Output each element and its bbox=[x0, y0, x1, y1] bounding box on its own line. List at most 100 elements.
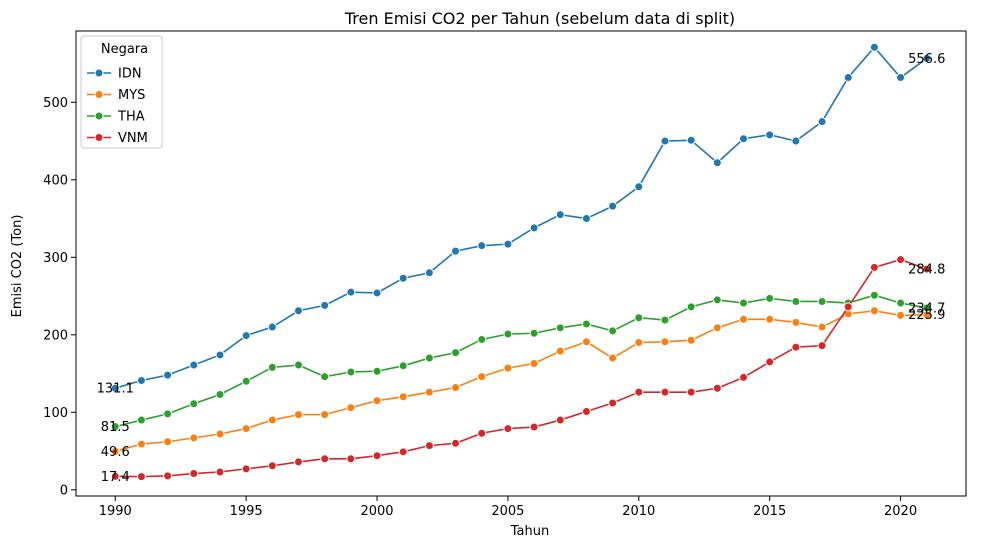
data-label: 556.6 bbox=[908, 52, 945, 67]
data-point-vnm bbox=[372, 451, 382, 461]
data-point-tha bbox=[896, 298, 906, 308]
data-label: 284.8 bbox=[908, 263, 945, 278]
data-point-tha bbox=[189, 399, 199, 409]
data-point-idn bbox=[372, 288, 382, 298]
data-point-vnm bbox=[503, 424, 513, 434]
data-point-vnm bbox=[660, 387, 670, 397]
data-point-mys bbox=[765, 314, 775, 324]
data-point-mys bbox=[294, 410, 303, 420]
data-point-tha bbox=[136, 415, 146, 425]
data-point-idn bbox=[241, 331, 251, 341]
data-point-mys bbox=[267, 415, 277, 425]
data-point-mys bbox=[398, 392, 408, 402]
data-point-mys bbox=[372, 396, 382, 406]
data-point-idn bbox=[608, 201, 618, 211]
data-point-vnm bbox=[320, 454, 330, 464]
data-point-idn bbox=[451, 246, 461, 256]
y-tick-label: 300 bbox=[43, 251, 68, 266]
legend-title: Negara bbox=[101, 42, 148, 57]
data-point-idn bbox=[581, 214, 591, 224]
data-point-tha bbox=[451, 348, 461, 358]
data-point-vnm bbox=[267, 461, 277, 471]
data-point-tha bbox=[477, 334, 487, 344]
data-point-tha bbox=[372, 366, 382, 376]
y-tick-label: 500 bbox=[43, 96, 68, 111]
data-point-tha bbox=[634, 313, 644, 323]
data-point-mys bbox=[451, 383, 461, 392]
data-point-idn bbox=[817, 117, 827, 127]
data-point-mys bbox=[555, 346, 565, 356]
legend-entry-mys: MYS bbox=[118, 88, 145, 103]
plot-frame bbox=[75, 30, 967, 497]
plot-area: 1990 1995 2000 2005 2010 2015 2020 0 100 200 300 40… bbox=[43, 30, 967, 519]
data-point-tha bbox=[529, 328, 539, 338]
data-point-vnm bbox=[791, 342, 801, 352]
data-label: 234.7 bbox=[908, 301, 945, 316]
data-point-tha bbox=[215, 389, 225, 399]
data-point-mys bbox=[896, 310, 906, 320]
data-point-mys bbox=[634, 338, 644, 348]
data-point-vnm bbox=[346, 454, 356, 464]
data-point-mys bbox=[163, 437, 173, 447]
data-point-tha bbox=[503, 329, 513, 339]
data-point-vnm bbox=[529, 422, 539, 432]
data-point-tha bbox=[922, 303, 932, 313]
data-point-idn bbox=[320, 300, 330, 310]
legend-swatch-marker bbox=[94, 133, 104, 142]
y-tick-label: 100 bbox=[43, 406, 68, 421]
data-point-vnm bbox=[869, 262, 879, 272]
data-point-idn bbox=[503, 239, 513, 249]
data-point-idn bbox=[922, 53, 932, 63]
y-tick-label: 200 bbox=[43, 328, 68, 343]
data-point-vnm bbox=[398, 447, 408, 457]
data-point-mys bbox=[529, 358, 539, 368]
data-point-idn bbox=[896, 73, 906, 82]
data-point-idn bbox=[765, 130, 775, 140]
data-point-vnm bbox=[110, 471, 120, 481]
data-point-tha bbox=[869, 290, 879, 300]
data-point-mys bbox=[686, 335, 696, 345]
legend-entry-idn: IDN bbox=[118, 67, 142, 82]
x-tick-label: 2000 bbox=[360, 504, 393, 519]
data-point-idn bbox=[215, 350, 225, 360]
data-point-tha bbox=[765, 293, 775, 303]
data-point-tha bbox=[110, 422, 120, 432]
legend-swatch-marker bbox=[94, 68, 104, 78]
data-point-vnm bbox=[581, 407, 591, 417]
data-point-vnm bbox=[189, 469, 199, 479]
data-point-tha bbox=[555, 323, 565, 333]
data-point-idn bbox=[634, 182, 644, 192]
data-point-vnm bbox=[843, 302, 853, 312]
data-point-vnm bbox=[765, 357, 775, 367]
data-point-idn bbox=[477, 241, 487, 251]
data-point-idn bbox=[110, 383, 120, 393]
data-point-tha bbox=[712, 295, 722, 305]
data-point-mys bbox=[189, 433, 199, 443]
x-tick-label: 2010 bbox=[622, 504, 655, 519]
data-point-mys bbox=[739, 314, 748, 324]
data-point-idn bbox=[294, 306, 303, 316]
data-point-idn bbox=[189, 360, 199, 370]
data-point-tha bbox=[163, 409, 173, 419]
data-point-mys bbox=[608, 353, 618, 363]
data-point-vnm bbox=[555, 415, 565, 425]
data-point-mys bbox=[136, 439, 146, 449]
data-point-idn bbox=[555, 210, 565, 220]
data-point-idn bbox=[739, 134, 748, 144]
data-point-tha bbox=[608, 326, 618, 336]
data-point-tha bbox=[424, 353, 434, 363]
data-point-tha bbox=[241, 376, 251, 386]
data-label: 49.6 bbox=[101, 445, 130, 460]
chart-title: Tren Emisi CO2 per Tahun (sebelum data d… bbox=[344, 9, 735, 28]
data-point-idn bbox=[660, 136, 670, 146]
data-point-mys bbox=[110, 446, 120, 456]
data-point-vnm bbox=[712, 383, 722, 393]
data-point-vnm bbox=[896, 255, 906, 265]
data-point-tha bbox=[791, 296, 801, 306]
data-point-idn bbox=[136, 376, 146, 386]
data-point-vnm bbox=[424, 441, 434, 451]
data-point-vnm bbox=[817, 341, 827, 351]
data-point-tha bbox=[686, 302, 696, 312]
